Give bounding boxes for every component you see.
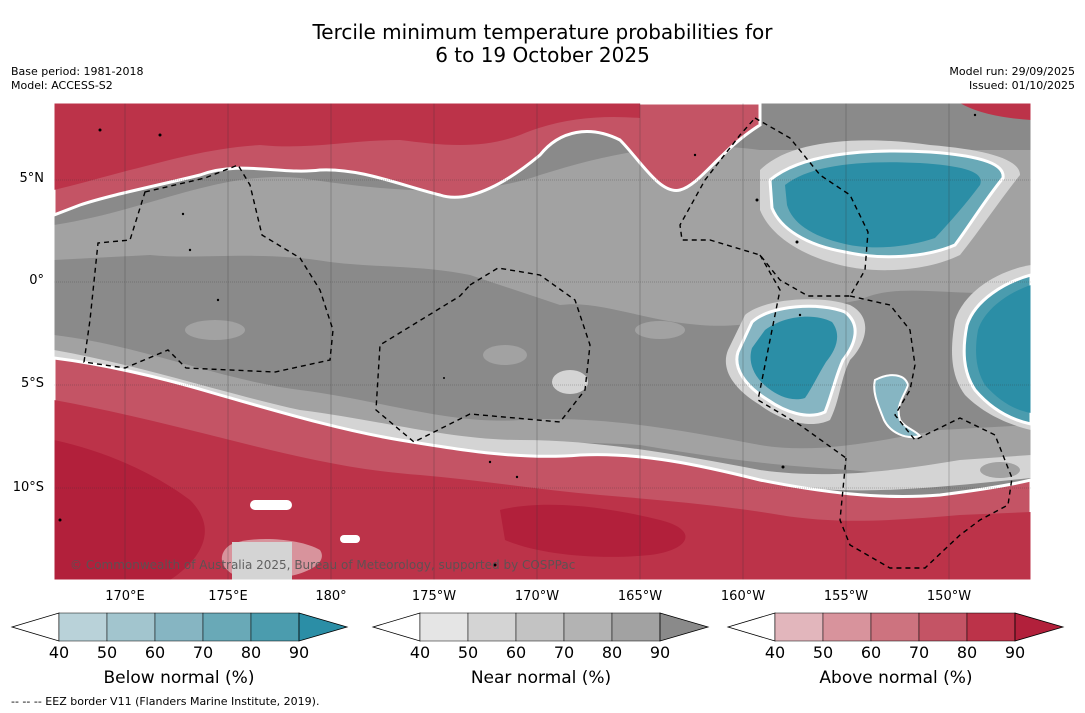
eez-phoenix [375, 267, 591, 443]
colorbar-near [371, 612, 710, 642]
model-name: Model: ACCESS-S2 [11, 79, 113, 92]
eez-footnote: -- -- -- EEZ border V11 (Flanders Marine… [11, 695, 320, 708]
near-normal-patch-south [232, 542, 292, 580]
lat-label-5s: 5°S [20, 376, 44, 391]
near-tick-70: 70 [553, 643, 575, 662]
white-patch-2 [340, 535, 360, 543]
lon-label-155w: 155°W [823, 589, 869, 604]
lon-label-180: 180° [315, 589, 347, 604]
eez-line-islands-south [839, 295, 1013, 569]
model-run: Model run: 29/09/2025 [949, 65, 1075, 78]
lon-label-170w: 170°W [514, 589, 560, 604]
eez-boundary-line [757, 254, 847, 459]
colorbar-above [726, 612, 1065, 642]
lon-label-160w: 160°W [720, 589, 766, 604]
below-normal-small-patch [873, 374, 922, 438]
above-tick-40: 40 [764, 643, 786, 662]
above-normal-north-east [960, 103, 1031, 120]
below-tick-80: 80 [240, 643, 262, 662]
light-spot-5 [980, 462, 1020, 478]
above-tick-60: 60 [860, 643, 882, 662]
colorbar-below [10, 612, 349, 642]
lat-label-10s: 10°S [12, 480, 44, 495]
light-spot-3 [635, 321, 685, 339]
above-tick-80: 80 [956, 643, 978, 662]
near-tick-40: 40 [409, 643, 431, 662]
lat-label-5n: 5°N [19, 171, 45, 186]
lat-label-0: 0° [29, 273, 44, 288]
above-normal-south-core [54, 400, 1031, 580]
meta-left: Base period: 1981-2018 Model: ACCESS-S2 [11, 65, 143, 93]
chart-title: Tercile minimum temperature probabilitie… [0, 21, 1085, 67]
light-spot-2 [483, 345, 527, 365]
below-normal-northeast-core [785, 162, 981, 248]
above-normal-south-strong [54, 440, 205, 580]
graticule [54, 103, 1031, 580]
eez-kiribati-gilbert [83, 164, 334, 373]
base-period: Base period: 1981-2018 [11, 65, 144, 78]
lon-label-170e: 170°E [105, 589, 145, 604]
above-tick-50: 50 [812, 643, 834, 662]
above-tick-90: 90 [1004, 643, 1026, 662]
title-line-2: 6 to 19 October 2025 [435, 43, 650, 67]
below-normal-title: Below normal (%) [103, 668, 255, 688]
lon-label-175w: 175°W [411, 589, 457, 604]
islands [58, 113, 977, 567]
below-tick-60: 60 [144, 643, 166, 662]
below-tick-40: 40 [48, 643, 70, 662]
above-normal-north-core [54, 103, 640, 190]
copyright-notice: © Commonwealth of Australia 2025, Bureau… [70, 558, 576, 572]
near-tick-50: 50 [457, 643, 479, 662]
meta-right: Model run: 29/09/2025 Issued: 01/10/2025 [949, 65, 1075, 93]
near-tick-80: 80 [601, 643, 623, 662]
near-tick-90: 90 [649, 643, 671, 662]
eez-borders [83, 117, 1013, 569]
lon-label-175e: 175°E [208, 589, 248, 604]
lon-label-165w: 165°W [617, 589, 663, 604]
above-normal-south-strong-2 [500, 504, 686, 557]
below-normal-east-core [976, 285, 1031, 413]
near-normal-title: Near normal (%) [470, 668, 612, 688]
eez-line-islands-north [679, 117, 869, 297]
near-tick-60: 60 [505, 643, 527, 662]
below-tick-90: 90 [288, 643, 310, 662]
title-line-1: Tercile minimum temperature probabilitie… [312, 20, 773, 44]
below-normal-central-core [750, 316, 838, 400]
white-patch-1 [250, 500, 292, 510]
light-spot-1 [552, 370, 588, 394]
lon-label-150w: 150°W [926, 589, 972, 604]
light-spot-4 [185, 320, 245, 340]
above-tick-70: 70 [908, 643, 930, 662]
below-tick-70: 70 [192, 643, 214, 662]
above-normal-title: Above normal (%) [819, 668, 973, 688]
issued-date: Issued: 01/10/2025 [968, 79, 1075, 92]
below-tick-50: 50 [96, 643, 118, 662]
